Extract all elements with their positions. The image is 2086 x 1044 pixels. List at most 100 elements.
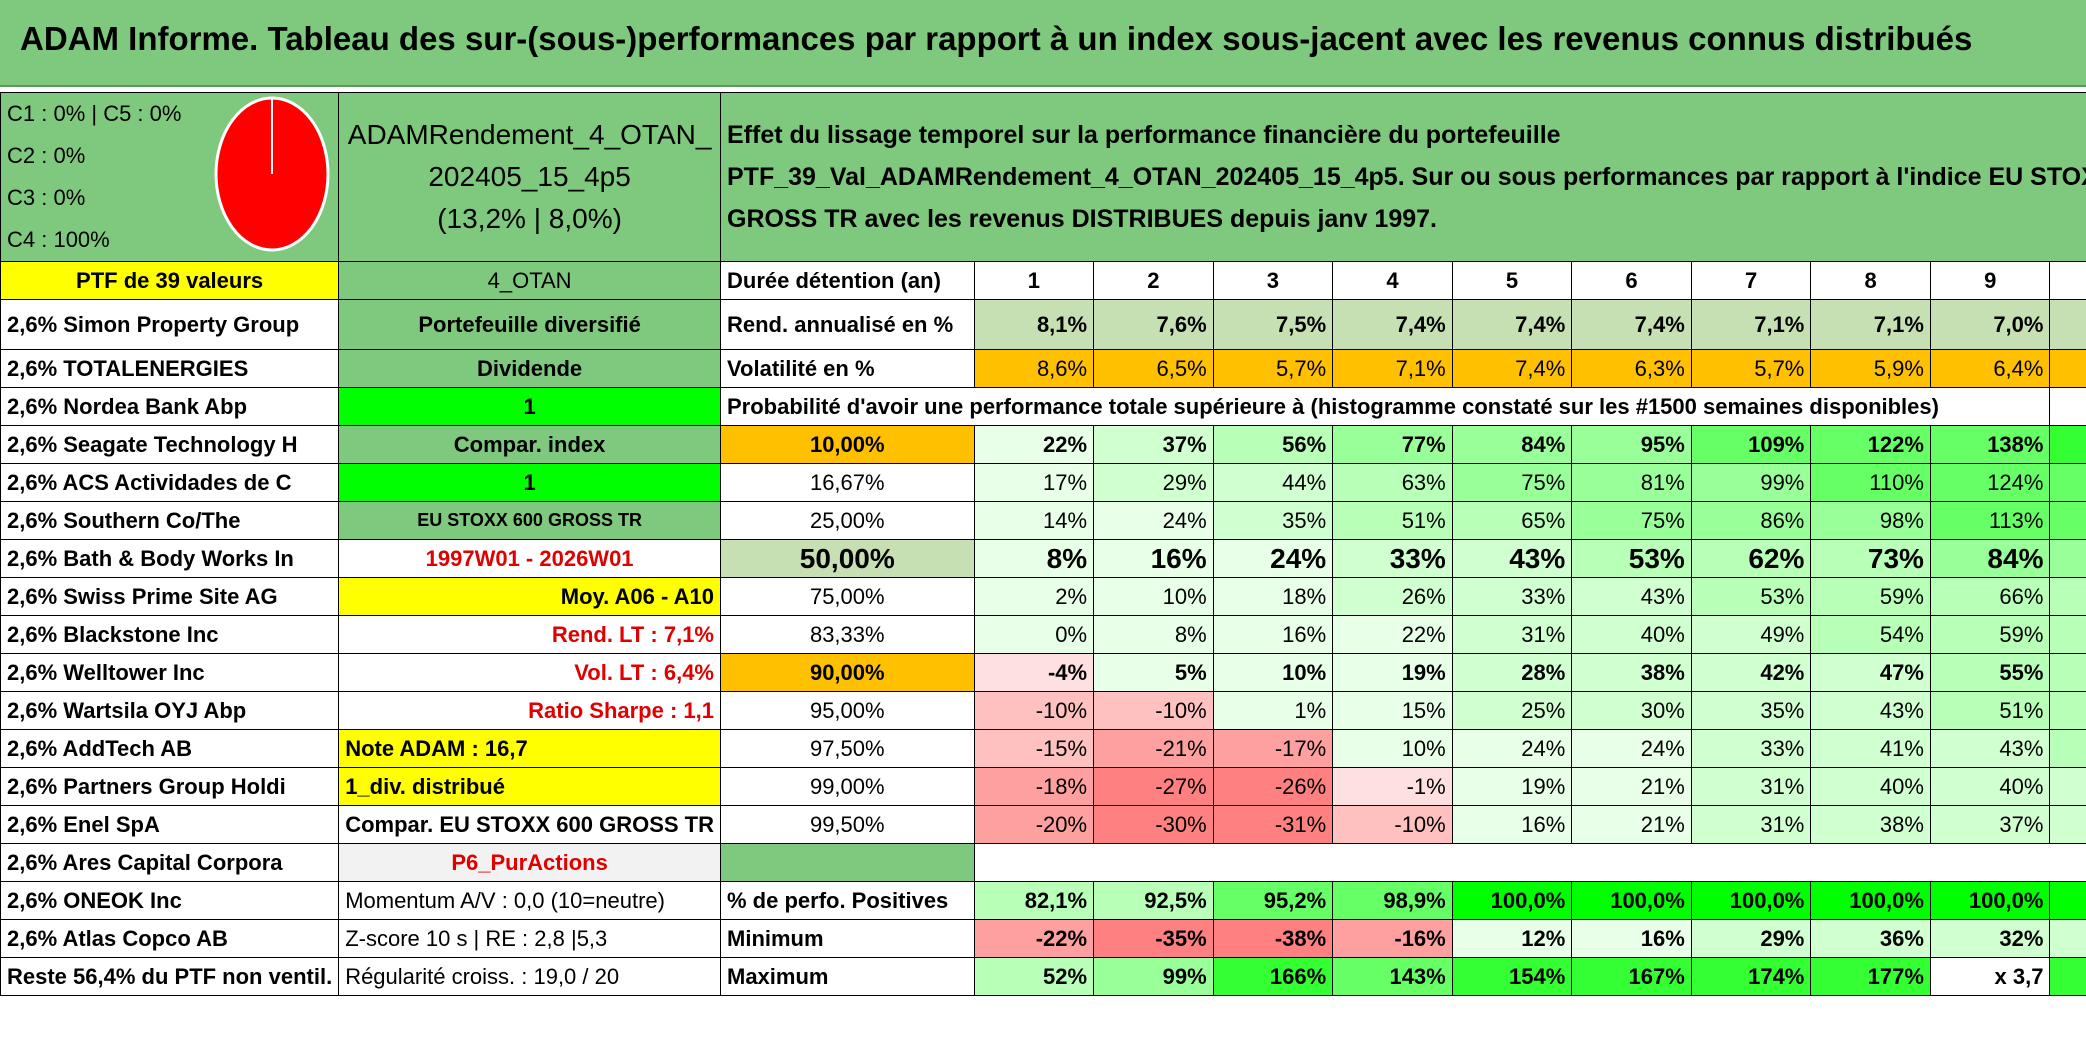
quantile-value: 109% — [1690, 425, 1812, 464]
min-value: 36% — [1810, 919, 1931, 958]
holding-name: 2,6% Simon Property Group — [0, 299, 340, 350]
info-cell: Compar. EU STOXX 600 GROSS TR — [338, 805, 721, 844]
quantile-value: 124% — [1929, 463, 2051, 502]
year-header: 4 — [1332, 261, 1453, 300]
table-row: 2,6% Nordea Bank Abp 1 Probabilité d'avoir… — [0, 387, 2086, 426]
min-value: -22% — [973, 919, 1095, 958]
max-value: 166% — [1212, 957, 1334, 996]
quantile-label: 83,33% — [720, 615, 975, 654]
vol-value: 7,4% — [1451, 349, 1573, 388]
quantile-value: 15% — [1332, 691, 1453, 730]
effect-line2: PTF_39_Val_ADAMRendement_4_OTAN_202405_1… — [727, 163, 2086, 191]
quantile-value: 29% — [1093, 463, 1214, 502]
holding-name: 2,6% Enel SpA — [0, 805, 340, 844]
holding-name: 2,6% Welltower Inc — [0, 653, 340, 692]
quantile-value: 10% — [1332, 729, 1453, 768]
info-cell: 1997W01 - 2026W01 — [338, 539, 721, 578]
year-header: 1 — [973, 261, 1095, 300]
table-row: 2,6% Atlas Copco AB Z-score 10 s | RE : 2… — [0, 919, 2086, 958]
holding-name: 2,6% AddTech AB — [0, 729, 340, 768]
table-row: 2,6% AddTech AB Note ADAM : 16,7 97,50% -15… — [0, 729, 2086, 768]
info-cell: Note ADAM : 16,7 — [338, 729, 721, 768]
quantile-value: 24% — [1451, 729, 1573, 768]
quantile-value: 42% — [1690, 653, 1812, 692]
holding-name: 2,6% Partners Group Holdi — [0, 767, 340, 806]
info-cell: 1 — [338, 463, 721, 502]
year-header: 7 — [1690, 261, 1812, 300]
quantile-value: -15% — [973, 729, 1095, 768]
quantile-label: 97,50% — [720, 729, 975, 768]
holding-name: 2,6% Wartsila OYJ Abp — [0, 691, 340, 730]
year-header: 3 — [1212, 261, 1334, 300]
quantile-value: 16% — [1451, 805, 1573, 844]
quantile-value: 48% — [2049, 767, 2086, 806]
portfolio-name-line1: ADAMRendement_4_OTAN_ — [347, 119, 712, 150]
ptf-header: PTF de 39 valeurs — [0, 261, 340, 300]
quantile-value: 43% — [1451, 539, 1573, 578]
rend-value: 7,4% — [1332, 299, 1453, 350]
quantile-value: 31% — [1451, 615, 1573, 654]
portfolio-name-line3: (13,2% | 8,0%) — [437, 203, 622, 234]
quantile-label: 99,00% — [720, 767, 975, 806]
info-cell: 1_div. distribué — [338, 767, 721, 806]
quantile-value: 0% — [973, 615, 1095, 654]
quantile-value: 84% — [1451, 425, 1573, 464]
class-line: C2 : 0% — [7, 143, 86, 168]
table-row: 2,6% ONEOK Inc Momentum A/V : 0,0 (10=neu… — [0, 881, 2086, 920]
quantile-value: 40% — [1810, 767, 1931, 806]
quantile-value: 43% — [1810, 691, 1931, 730]
quantile-value: 33% — [1690, 729, 1812, 768]
quantile-value: -27% — [1093, 767, 1214, 806]
effect-line1: Effet du lissage temporel sur la perform… — [727, 121, 1561, 149]
quantile-value: 35% — [1690, 691, 1812, 730]
pos-value: 100,0% — [2049, 881, 2086, 920]
quantile-value: 62% — [1690, 539, 1812, 578]
quantile-value: 75% — [1451, 463, 1573, 502]
table-row: 2,6% Blackstone Inc Rend. LT : 7,1% 83,33%… — [0, 615, 2086, 654]
max-value: 231% — [2049, 957, 2086, 996]
table-row: 2,6% Wartsila OYJ Abp Ratio Sharpe : 1,1 9… — [0, 691, 2086, 730]
title-bar: ADAM Informe. Tableau des sur-(sous-)per… — [0, 0, 2086, 87]
info-cell: Moy. A06 - A10 — [338, 577, 721, 616]
holding-name: 2,6% ONEOK Inc — [0, 881, 340, 920]
table-row: 2,6% Seagate Technology H Compar. index 10… — [0, 425, 2086, 464]
quantile-label: 99,50% — [720, 805, 975, 844]
info-cell: Z-score 10 s | RE : 2,8 |5,3 — [338, 919, 721, 958]
quantile-value: 50% — [2049, 729, 2086, 768]
portfolio-name-line2: 202405_15_4p5 — [428, 161, 631, 192]
vol-value: 5,7% — [1212, 349, 1334, 388]
quantile-value: 18% — [1212, 577, 1334, 616]
quantile-value: 35% — [1212, 501, 1334, 540]
empty-green-cell — [720, 843, 975, 882]
quantile-value: 86% — [1690, 501, 1812, 540]
quantile-value: 37% — [1093, 425, 1214, 464]
quantile-value: 33% — [1451, 577, 1573, 616]
quantile-value: 16% — [1212, 615, 1334, 654]
quantile-value: 54% — [1810, 615, 1931, 654]
quantile-value: 31% — [1690, 767, 1812, 806]
pos-value: 82,1% — [973, 881, 1095, 920]
quantile-value: -18% — [973, 767, 1095, 806]
table-row: 2,6% TOTALENERGIES Dividende Volatilité en… — [0, 349, 2086, 388]
class-line: C4 : 100% — [7, 227, 110, 252]
vol-label: Volatilité en % — [720, 349, 975, 388]
info-cell: P6_PurActions — [338, 843, 721, 882]
max-value: 177% — [1810, 957, 1931, 996]
quantile-value: 43% — [1571, 577, 1692, 616]
quantile-label: 16,67% — [720, 463, 975, 502]
table-row: 2,6% Swiss Prime Site AG Moy. A06 - A10 75… — [0, 577, 2086, 616]
quantile-value: 25% — [1451, 691, 1573, 730]
quantile-value: 1% — [1212, 691, 1334, 730]
quantile-value: 59% — [1810, 577, 1931, 616]
quantile-value: 49% — [1690, 615, 1812, 654]
quantile-value: 30% — [1571, 691, 1692, 730]
table-row: 2,6% Partners Group Holdi 1_div. distribu… — [0, 767, 2086, 806]
info-cell: Régularité croiss. : 19,0 / 20 — [338, 957, 721, 996]
quantile-value: -30% — [1093, 805, 1214, 844]
quantile-value: 24% — [1093, 501, 1214, 540]
quantile-value: 64% — [2049, 615, 2086, 654]
quantile-value: 24% — [1571, 729, 1692, 768]
min-value: 16% — [1571, 919, 1692, 958]
quantile-value: 33% — [1332, 539, 1453, 578]
rend-value: 7,1% — [2049, 299, 2086, 350]
